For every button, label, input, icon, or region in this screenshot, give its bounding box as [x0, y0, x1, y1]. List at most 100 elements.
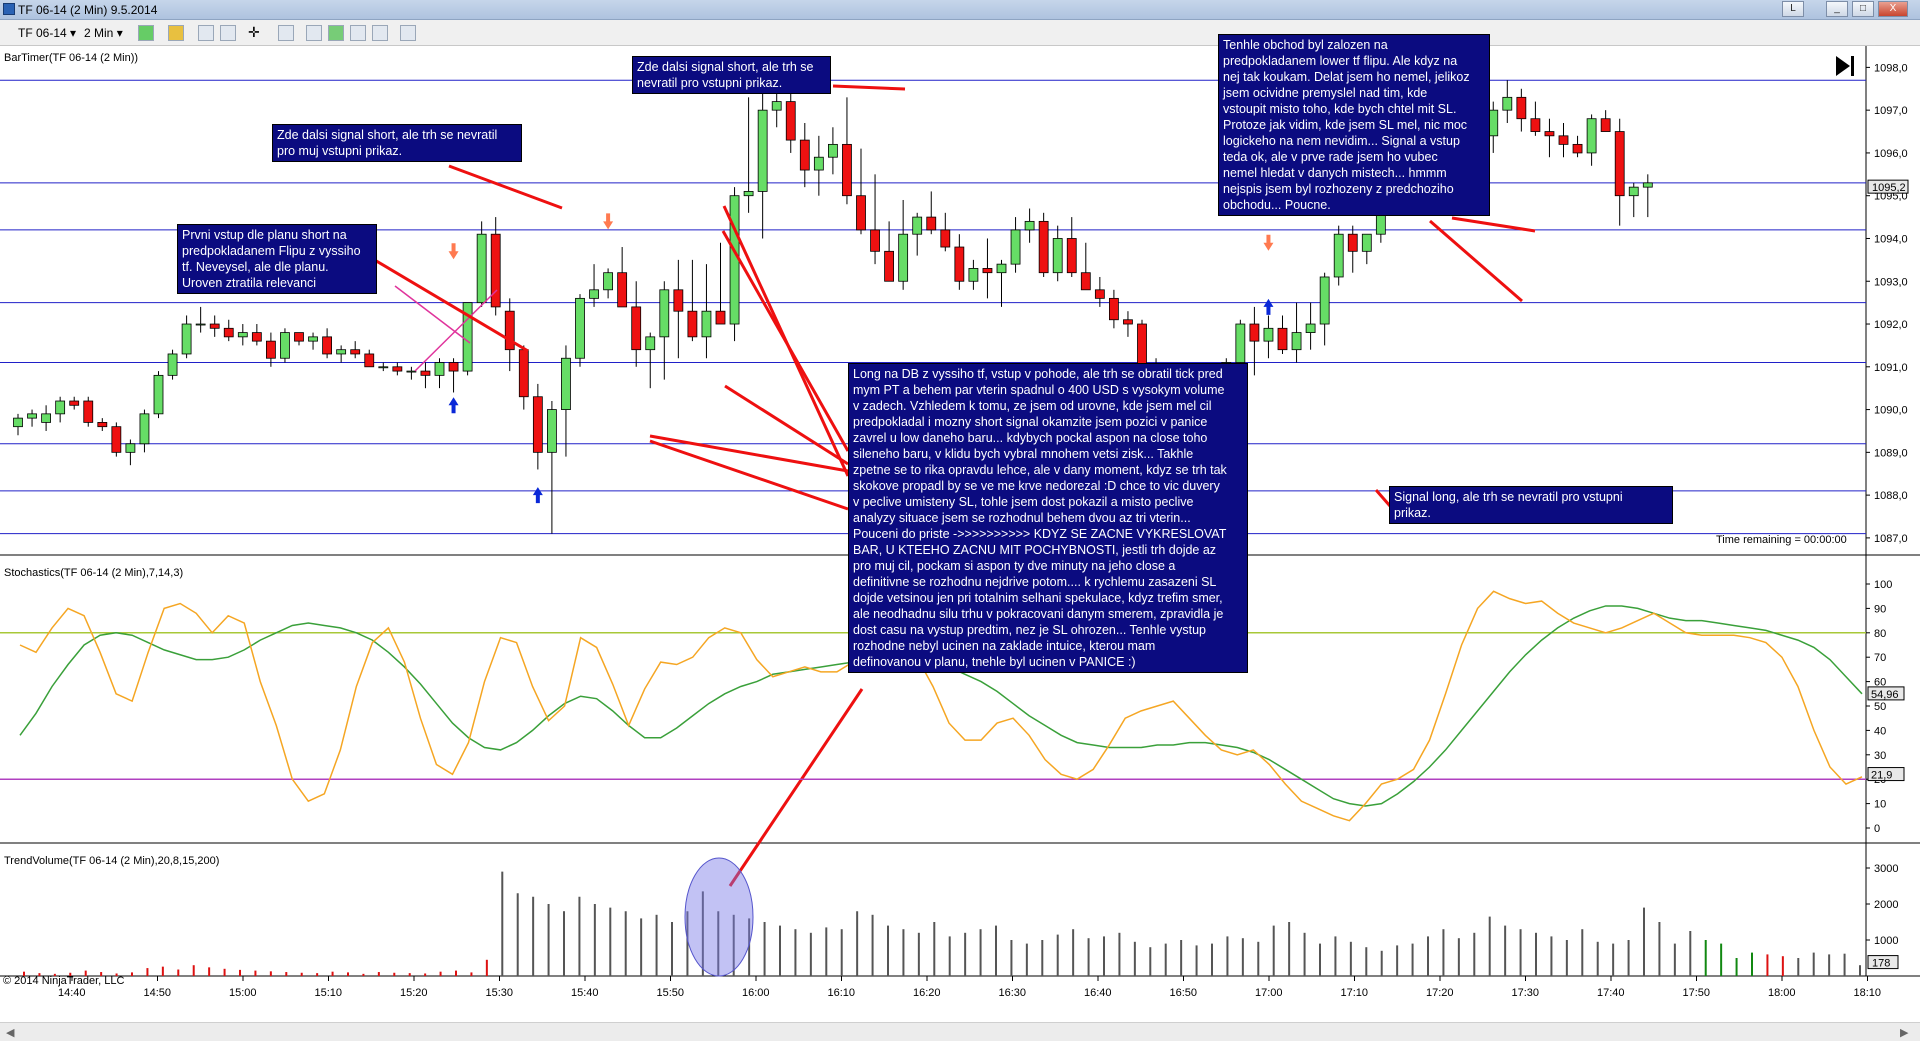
time-tick-label: 15:40	[571, 987, 599, 999]
properties-icon[interactable]	[306, 25, 322, 41]
note-long-db[interactable]: Long na DB z vyssiho tf, vstup v pohode,…	[848, 363, 1248, 673]
candle-body	[1123, 319, 1133, 325]
stoch-tick-label: 70	[1874, 652, 1886, 664]
strategies-icon[interactable]	[372, 25, 388, 41]
time-tick-label: 16:20	[913, 987, 941, 999]
candle-body	[1066, 238, 1077, 274]
candle-body	[1586, 118, 1597, 154]
clear-drawings-icon[interactable]	[220, 25, 236, 41]
time-remaining: Time remaining = 00:00:00	[1716, 534, 1847, 546]
jump-to-end-bar	[1851, 56, 1854, 76]
candle-body	[181, 323, 192, 355]
candle-body	[1010, 229, 1021, 265]
candle-body	[1347, 233, 1358, 252]
scroll-right-icon[interactable]: ▶	[1900, 1027, 1909, 1039]
stoch-badge	[1867, 767, 1905, 782]
note-signal-short-1[interactable]: Zde dalsi signal short, ale trh se nevra…	[272, 124, 522, 162]
time-tick-label: 16:40	[1084, 987, 1112, 999]
chart-area[interactable]: 1098,0 1097,0 1096,0 1095,0 1094,0 1093,0 1092…	[0, 34, 1920, 1041]
pencil-icon[interactable]	[168, 25, 184, 41]
app-icon	[3, 3, 15, 15]
stoch-tick-label: 0	[1874, 823, 1880, 835]
candle-body	[518, 349, 529, 398]
template-icon[interactable]	[350, 25, 366, 41]
candle-body	[153, 374, 164, 415]
candle-body	[1628, 186, 1639, 197]
candle-body	[350, 349, 361, 355]
help-button[interactable]: L	[1782, 1, 1804, 17]
time-tick-label: 17:50	[1683, 987, 1711, 999]
candle-body	[687, 310, 698, 338]
price-tick-label: 1094,0	[1874, 233, 1908, 245]
data-box-icon[interactable]	[328, 25, 344, 41]
close-button[interactable]: X	[1878, 1, 1908, 17]
candle-body	[420, 370, 431, 376]
price-tick-label: 1088,0	[1874, 490, 1908, 502]
note-signal-short-2[interactable]: Zde dalsi signal short, ale trh se nevra…	[632, 56, 831, 94]
minimize-button[interactable]: _	[1826, 1, 1848, 17]
crosshair-icon[interactable]: ✛	[248, 24, 260, 40]
arrow-up-icon	[448, 397, 459, 414]
candle-body	[757, 109, 768, 192]
volume-panel-label: TrendVolume(TF 06-14 (2 Min),20,8,15,200…	[4, 855, 220, 867]
arrow-down-icon	[448, 243, 459, 260]
horizontal-scrollbar[interactable]: ◀ ▶	[0, 1022, 1920, 1041]
volume-tick-label: 1000	[1874, 935, 1898, 947]
candle-body	[603, 272, 613, 291]
candle-body	[139, 413, 150, 445]
candle-body	[968, 268, 979, 282]
candle-body	[1052, 238, 1063, 274]
time-tick-label: 17:40	[1597, 987, 1625, 999]
candle-body	[1094, 289, 1105, 299]
price-tick-label: 1098,0	[1874, 62, 1908, 74]
stoch-tick-label: 10	[1874, 799, 1886, 811]
indicators-icon[interactable]	[400, 25, 416, 41]
candle-body	[589, 289, 599, 299]
candle-body	[1109, 297, 1119, 321]
window-titlebar: TF 06-14 (2 Min) 9.5.2014 L _ □ X	[0, 0, 1920, 20]
stoch-tick-label: 40	[1874, 725, 1886, 737]
candle-body	[308, 336, 318, 342]
candle-body	[1319, 276, 1330, 325]
zoom-icon[interactable]	[278, 25, 294, 41]
annotation-connector	[1374, 489, 1392, 507]
stoch-line-k	[19, 590, 1863, 822]
scroll-left-icon[interactable]: ◀	[6, 1027, 15, 1039]
annotation-connector	[649, 434, 849, 473]
price-tick-label: 1092,0	[1874, 319, 1908, 331]
time-tick-label: 17:00	[1255, 987, 1283, 999]
candle-body	[364, 353, 375, 368]
instrument-selector[interactable]: TF 06-14 ▾	[18, 24, 76, 42]
interval-label: 2 Min	[84, 26, 114, 40]
draw-tools-icon[interactable]	[198, 25, 214, 41]
price-tick-label: 1090,0	[1874, 405, 1908, 417]
interval-selector[interactable]: 2 Min ▾	[84, 24, 123, 42]
note-short-lower-flip[interactable]: Tenhle obchod byl zalozen na predpoklada…	[1218, 34, 1490, 216]
candle-body	[195, 323, 206, 326]
volume-highlight-ellipse	[684, 857, 754, 977]
chevron-down-icon: ▾	[116, 26, 123, 40]
window-title: TF 06-14 (2 Min) 9.5.2014	[18, 3, 158, 17]
candle-body	[547, 409, 557, 453]
candle-body	[1502, 96, 1513, 111]
candle-body	[659, 289, 670, 338]
candle-body	[870, 229, 880, 252]
candle-body	[813, 156, 824, 171]
time-tick-label: 18:00	[1768, 987, 1796, 999]
candle-body	[294, 332, 304, 342]
note-first-entry[interactable]: Prvni vstup dle planu short na predpokla…	[177, 224, 377, 294]
candle-body	[1558, 135, 1569, 145]
candle-body	[940, 229, 951, 248]
last-price-badge	[1867, 179, 1909, 194]
price-tick-label: 1096,0	[1874, 148, 1908, 160]
annotation-connector	[372, 257, 529, 353]
candle-body	[1544, 131, 1555, 137]
jump-to-end-icon	[1836, 56, 1850, 76]
candle-body	[575, 297, 585, 359]
candle-body	[223, 327, 234, 338]
price-tick-label: 1095,0	[1874, 191, 1908, 203]
note-signal-long[interactable]: Signal long, ale trh se nevratil pro vst…	[1389, 486, 1673, 524]
maximize-button[interactable]: □	[1852, 1, 1874, 17]
bars-icon[interactable]	[138, 25, 154, 41]
time-tick-label: 18:10	[1854, 987, 1882, 999]
